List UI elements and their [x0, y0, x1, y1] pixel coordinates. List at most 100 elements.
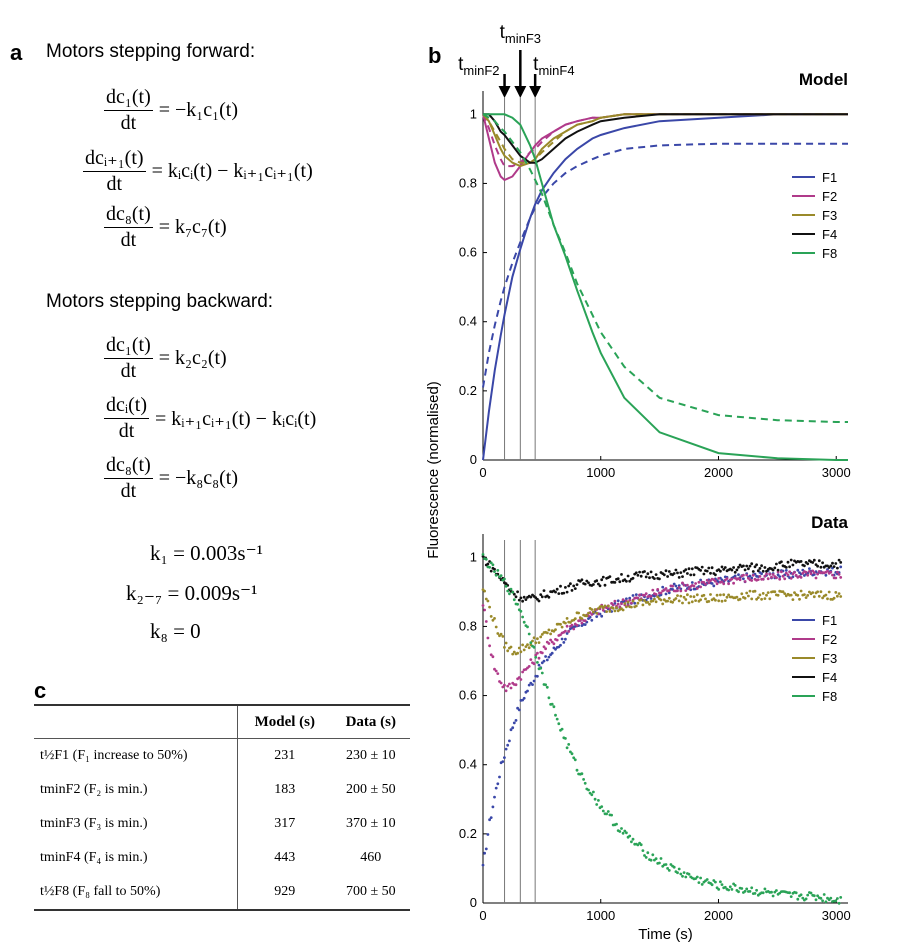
data-point: [666, 867, 669, 870]
data-point: [699, 569, 702, 572]
data-point: [516, 651, 519, 655]
row-label: tminF2 (F₂ is min.): [34, 773, 238, 807]
data-point: [555, 638, 559, 642]
data-point: [793, 591, 796, 594]
data-point: [504, 584, 508, 588]
data-point: [583, 623, 587, 626]
data-point: [783, 592, 787, 595]
data-point: [649, 597, 653, 600]
data-point: [681, 601, 684, 605]
data-point: [829, 564, 833, 568]
data-point: [618, 830, 622, 833]
data-point: [573, 758, 577, 762]
data-point: [763, 566, 767, 569]
data-point: [671, 584, 674, 588]
data-point: [514, 595, 518, 599]
data-point: [526, 643, 529, 647]
data-point: [613, 609, 617, 613]
data-point: [481, 553, 485, 556]
data-point: [578, 619, 582, 622]
data-point: [750, 886, 754, 890]
eq-denominator: dt: [118, 420, 135, 442]
legend-label-f1: F1: [822, 170, 837, 185]
data-point: [598, 584, 602, 588]
data-point: [771, 894, 775, 898]
data-point: [730, 888, 734, 891]
data-point: [786, 560, 790, 564]
data-point: [522, 620, 526, 624]
data-point: [654, 857, 658, 861]
data-point: [547, 628, 551, 632]
data-point: [484, 620, 488, 623]
data-point: [829, 570, 833, 574]
data-point: [532, 679, 536, 683]
data-point: [836, 570, 839, 574]
data-point: [758, 567, 762, 570]
series-line-f4-solid: [483, 113, 848, 164]
data-point: [677, 576, 681, 579]
data-point: [498, 775, 501, 779]
data-point: [545, 685, 549, 689]
data-point: [606, 604, 610, 608]
data-point: [639, 843, 643, 847]
data-point: [630, 840, 633, 844]
data-point: [649, 570, 653, 574]
data-point: [481, 863, 485, 867]
data-point: [504, 641, 508, 645]
data-point: [771, 573, 775, 576]
data-point: [686, 593, 689, 597]
row-label: tminF4 (F₄ is min.): [34, 841, 238, 875]
backward-eq-3: dc₈(t) dt = −k₈c₈(t): [104, 454, 238, 503]
data-point: [738, 597, 742, 601]
data-point: [489, 561, 493, 565]
data-point: [839, 561, 843, 564]
data-point: [756, 578, 760, 581]
data-point: [681, 581, 684, 585]
data-point: [608, 575, 612, 578]
data-point: [491, 655, 495, 659]
data-point: [717, 599, 721, 603]
data-point: [512, 592, 516, 596]
data-point: [532, 636, 536, 640]
data-point: [649, 858, 653, 862]
data-point: [512, 721, 516, 725]
data-plot: 0 1000 2000 3000 0 0.2 0.4 0.6 0.8 1 Data Time (s) F…: [459, 513, 851, 943]
table-header-row: Model (s) Data (s): [34, 705, 410, 739]
data-point: [552, 705, 556, 709]
data-point: [839, 565, 843, 569]
data-point: [732, 581, 735, 585]
data-point: [837, 901, 841, 905]
data-point: [728, 885, 732, 889]
data-point: [715, 593, 719, 597]
eq-numerator: dc₁(t): [104, 334, 153, 359]
data-point: [748, 574, 752, 578]
table-header-data: Data (s): [345, 713, 396, 730]
row-data: 700 ± 50: [345, 884, 396, 899]
data-point: [544, 647, 547, 651]
data-point: [488, 644, 491, 648]
data-point: [542, 589, 546, 592]
data-point: [583, 582, 587, 586]
constant-k2-7: k₂₋₇ = 0.009s⁻¹: [126, 581, 258, 605]
data-point: [658, 861, 661, 865]
data-point: [597, 582, 600, 586]
data-point: [804, 596, 808, 599]
series-line-f8-dashed: [482, 113, 848, 423]
data-point: [557, 722, 561, 726]
data-point: [529, 595, 533, 599]
legend-label-f8: F8: [822, 689, 837, 704]
data-point: [486, 599, 490, 603]
data-point: [758, 593, 762, 597]
data-point: [758, 575, 762, 578]
data-point: [803, 593, 806, 596]
data-point: [768, 572, 772, 576]
data-point: [512, 598, 516, 602]
data-point: [674, 568, 678, 572]
data-point: [590, 608, 594, 611]
y-tick-label: 0.8: [459, 618, 477, 633]
data-point: [672, 572, 676, 575]
data-point: [770, 575, 773, 579]
data-point: [527, 632, 531, 636]
data-point: [824, 900, 828, 904]
x-tick-label: 2000: [704, 908, 733, 923]
